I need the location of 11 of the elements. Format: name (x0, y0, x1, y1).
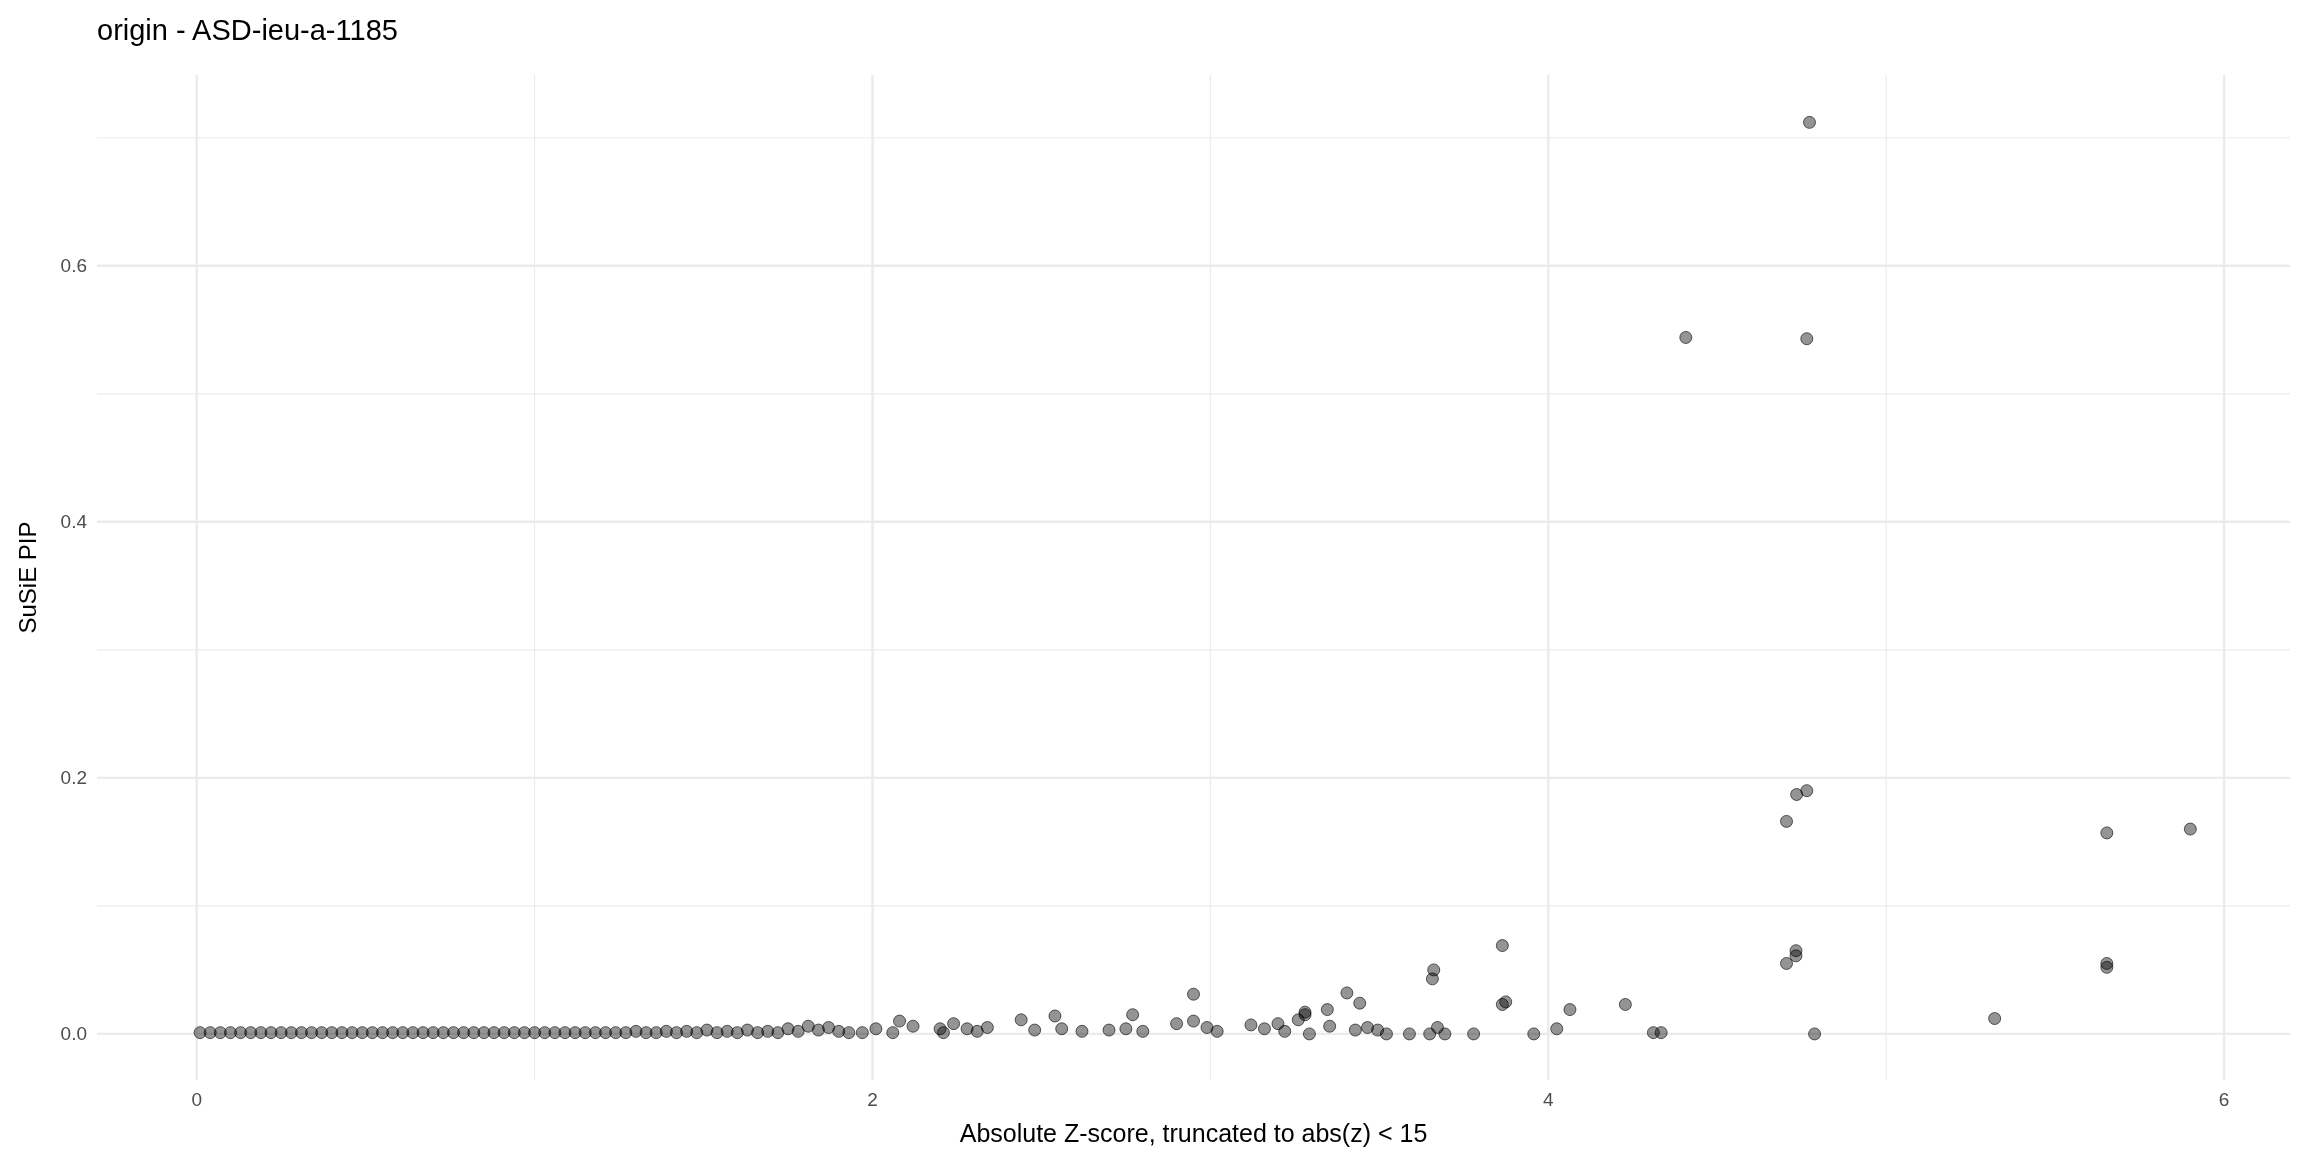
x-tick-label: 6 (2218, 1089, 2230, 1110)
y-tick-label: 0.6 (60, 254, 87, 276)
x-tick-label: 4 (1543, 1089, 1555, 1110)
y-tick-label: 0.4 (60, 510, 88, 532)
y-tick-label: 0.0 (60, 1022, 87, 1044)
y-axis-title: SuSiE PIP (14, 521, 41, 634)
y-tick-label: 0.2 (60, 766, 87, 788)
chart-title: origin - ASD-ieu-a-1185 (97, 14, 398, 46)
x-axis-title: Absolute Z-score, truncated to abs(z) < 15 (959, 1119, 1428, 1147)
x-tick-label: 2 (867, 1089, 878, 1110)
x-tick-label: 0 (191, 1089, 202, 1110)
